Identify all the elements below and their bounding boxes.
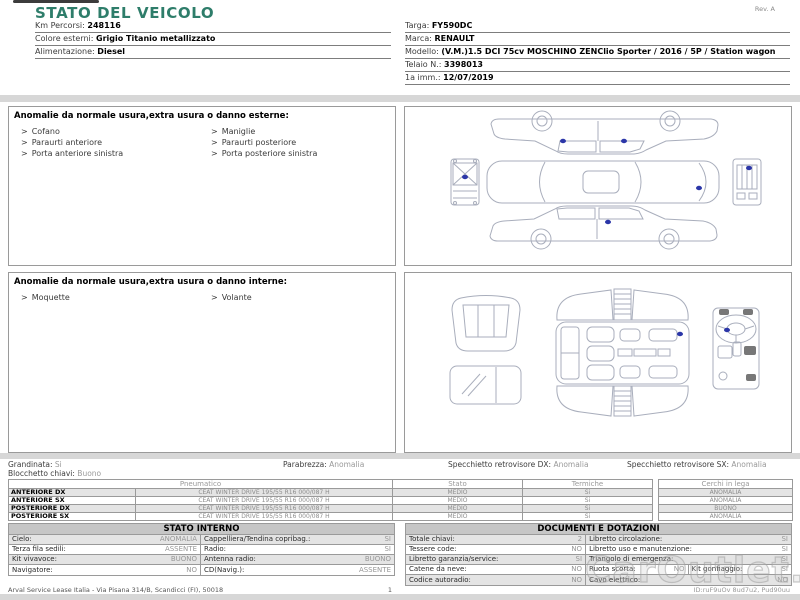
info-row-targa: Targa: FY590DC xyxy=(405,20,790,33)
exterior-anomalies-title: Anomalie da normale usura,extra usura o … xyxy=(14,111,289,121)
col-header-stato: Stato xyxy=(392,479,523,489)
anomaly-item: > Porta posteriore sinistra xyxy=(211,149,318,158)
kv-row: Kit vivavoce: BUONO Antenna radio: BUONO xyxy=(9,555,394,565)
interior-damage-diagram xyxy=(449,288,760,417)
interior-anomalies-box: Anomalie da normale usura,extra usura o … xyxy=(8,272,396,453)
anomaly-item: > Volante xyxy=(211,293,252,302)
summary-blocchetto: Blocchetto chiavi: Buono xyxy=(8,469,102,478)
divider-band-middle xyxy=(0,453,800,459)
info-row-modello: Modello: (V.M.)1.5 DCI 75cv MOSCHINO ZEN… xyxy=(405,46,790,59)
kv-row: Cielo: ANOMALIA Cappelliera/Tendina copri… xyxy=(9,535,394,545)
info-row-colore: Colore esterni: Grigio Titanio metallizz… xyxy=(35,33,391,46)
damage-marker xyxy=(677,331,683,337)
interior-anomalies-col2: > Volante xyxy=(211,292,252,303)
info-row-marca: Marca: RENAULT xyxy=(405,33,790,46)
wheel-row: ANOMALIA xyxy=(658,488,793,497)
stato-interno-header: STATO INTERNO xyxy=(8,523,395,535)
interior-diagram-box xyxy=(404,272,792,453)
anomaly-item: > Maniglie xyxy=(211,127,256,136)
exterior-anomalies-col2: > Maniglie > Paraurti posteriore > Porta po… xyxy=(211,126,317,159)
summary-specchietto-sx: Specchietto retrovisore SX: Anomalia xyxy=(627,460,767,469)
revision-label: Rev. A xyxy=(754,5,775,13)
exterior-diagram-box xyxy=(404,106,792,266)
wheel-row: ANOMALIA xyxy=(658,496,793,505)
tyre-row: POSTERIORE DX CEAT WINTER DRIVE 195/55 R… xyxy=(8,504,653,513)
col-header-pneumatico: Pneumatico xyxy=(8,479,393,489)
footer-company: Arval Service Lease Italia - Via Pisana … xyxy=(8,586,224,594)
anomaly-item: > Cofano xyxy=(21,127,60,136)
summary-parabrezza: Parabrezza: Anomalia xyxy=(283,460,365,469)
summary-grandinata: Grandinata: Si xyxy=(8,460,62,469)
footer-doc-id: ID:ruF9uOv 8ud7u2, Pud90uu xyxy=(693,586,790,594)
cabin-floor-view xyxy=(555,288,690,417)
divider-band-top xyxy=(0,95,800,102)
col-header-cerchi: Cerchi in lega xyxy=(658,479,793,489)
anomaly-item: > Paraurti anteriore xyxy=(21,138,102,147)
damage-marker xyxy=(605,219,611,225)
tyres-table: Pneumatico Stato Termiche ANTERIORE DX C… xyxy=(8,479,653,521)
exterior-anomalies-box: Anomalie da normale usura,extra usura o … xyxy=(8,106,396,266)
kv-row: Catene da neve: NO Ruota scorta: NO Kit go… xyxy=(406,565,791,575)
tyres-header-row: Pneumatico Stato Termiche xyxy=(8,479,653,489)
summary-specchietto-dx: Specchietto retrovisore DX: Anomalia xyxy=(448,460,589,469)
page-title: STATO DEL VEICOLO xyxy=(35,4,215,22)
info-row-immatricolazione: 1a imm.: 12/07/2019 xyxy=(405,72,790,85)
interior-anomalies-col1: > Moquette xyxy=(21,292,70,303)
kv-row: Tessere code: NO Libretto uso e manutenzi… xyxy=(406,545,791,555)
documenti-table: Totale chiavi: 2 Libretto circolazione: SI… xyxy=(405,535,792,586)
kv-row: Codice autoradio: NO Cavo elettrico: NO xyxy=(406,575,791,585)
car-left-side-view xyxy=(490,110,719,155)
car-top-view xyxy=(486,160,720,204)
kv-row: Libretto garanzia/service: SI Triangolo d… xyxy=(406,555,791,565)
tyre-row: ANTERIORE DX CEAT WINTER DRIVE 195/55 R1… xyxy=(8,488,653,497)
damage-marker xyxy=(746,165,752,171)
kv-row: Navigatore: NO CD(Navig.): ASSENTE xyxy=(9,565,394,575)
tyre-row: ANTERIORE SX CEAT WINTER DRIVE 195/55 R1… xyxy=(8,496,653,505)
anomaly-item: > Moquette xyxy=(21,293,70,302)
info-row-km: Km Percorsi: 248116 xyxy=(35,20,391,33)
interior-anomalies-title: Anomalie da normale usura,extra usura o … xyxy=(14,277,287,287)
tyre-row: POSTERIORE SX CEAT WINTER DRIVE 195/55 R… xyxy=(8,512,653,521)
rear-window-view xyxy=(449,365,522,405)
kv-row: Totale chiavi: 2 Libretto circolazione: SI xyxy=(406,535,791,545)
trunk-view xyxy=(451,295,521,352)
anomaly-item: > Paraurti posteriore xyxy=(211,138,297,147)
vehicle-info-right: Targa: FY590DC Marca: RENAULT Modello: (… xyxy=(405,20,790,85)
vehicle-info-left: Km Percorsi: 248116 Colore esterni: Grig… xyxy=(35,20,391,59)
alloy-wheels-table: Cerchi in lega ANOMALIA ANOMALIA BUONO A… xyxy=(658,479,793,521)
exterior-anomalies-col1: > Cofano > Paraurti anteriore > Porta anter… xyxy=(21,126,123,159)
dashboard-view xyxy=(712,307,760,390)
car-rear-view xyxy=(732,158,762,206)
damage-marker xyxy=(696,185,702,191)
damage-marker xyxy=(560,138,566,144)
footer-page-number: 1 xyxy=(387,586,393,594)
info-row-alimentazione: Alimentazione: Diesel xyxy=(35,46,391,59)
exterior-damage-diagram xyxy=(450,110,762,250)
documenti-header: DOCUMENTI E DOTAZIONI xyxy=(405,523,792,535)
page-edge-artifact xyxy=(13,0,99,3)
col-header-termiche: Termiche xyxy=(522,479,653,489)
divider-band-bottom xyxy=(0,594,800,600)
stato-interno-table: Cielo: ANOMALIA Cappelliera/Tendina copri… xyxy=(8,535,395,576)
car-front-view xyxy=(450,158,480,206)
wheel-row: BUONO xyxy=(658,504,793,513)
damage-marker xyxy=(621,138,627,144)
damage-marker xyxy=(724,327,730,333)
damage-marker xyxy=(462,174,468,180)
wheels-header-row: Cerchi in lega xyxy=(658,479,793,489)
kv-row: Terza fila sedili: ASSENTE Radio: SI xyxy=(9,545,394,555)
info-row-telaio: Telaio N.: 3398013 xyxy=(405,59,790,72)
car-right-side-view xyxy=(489,205,718,250)
anomaly-item: > Porta anteriore sinistra xyxy=(21,149,124,158)
wheel-row: ANOMALIA xyxy=(658,512,793,521)
